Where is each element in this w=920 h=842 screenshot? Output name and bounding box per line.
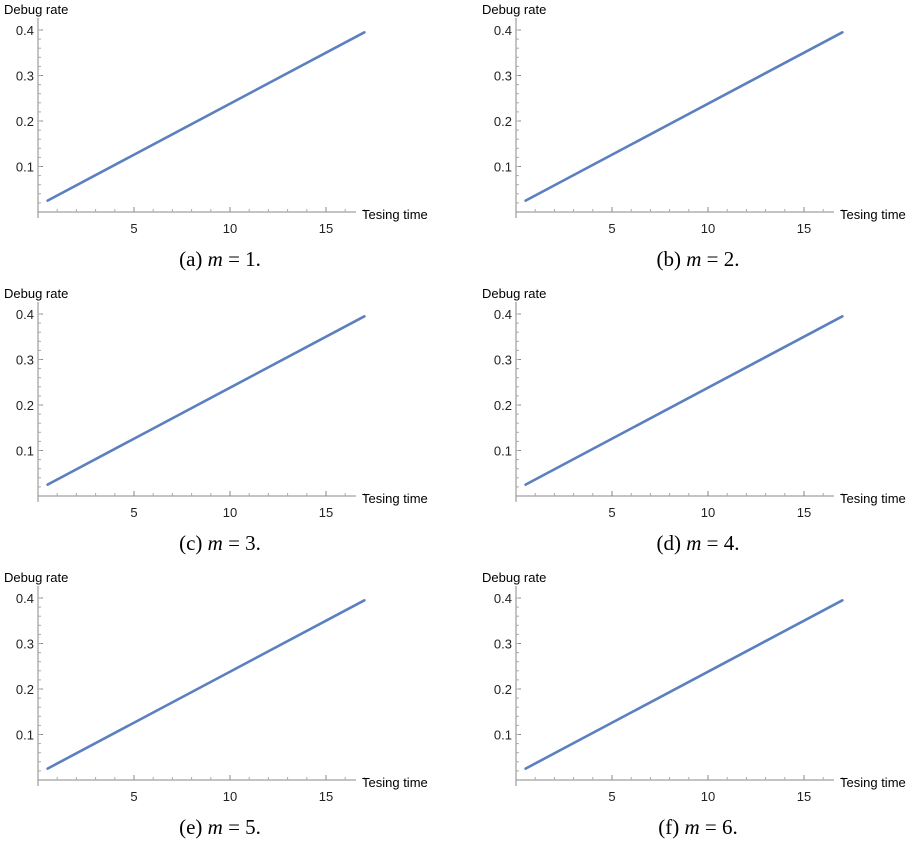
caption-equation: = 4. — [701, 531, 739, 555]
x-tick-label: 10 — [701, 505, 715, 520]
y-tick-label: 0.4 — [16, 23, 34, 38]
x-tick-label: 10 — [223, 789, 237, 804]
y-tick-label: 0.2 — [16, 398, 34, 413]
x-axis-label: Tesing time — [840, 207, 906, 222]
y-tick-label: 0.2 — [494, 398, 512, 413]
caption-equation: = 5. — [223, 815, 261, 839]
x-axis-label: Tesing time — [840, 491, 906, 506]
chart-panel: 0.1 0.2 0.3 0.4 5 10 15 Debug rate Tesing time (f… — [482, 570, 906, 839]
y-axis-label: Debug rate — [4, 570, 68, 585]
panel-caption: (f) m = 6. — [658, 815, 738, 839]
x-tick-label: 5 — [130, 221, 137, 236]
y-tick-label: 0.2 — [494, 114, 512, 129]
panel-caption: (a) m = 1. — [179, 247, 261, 271]
y-tick-label: 0.3 — [494, 69, 512, 84]
y-axis-label: Debug rate — [482, 286, 546, 301]
data-series-line — [524, 30, 844, 202]
chart-panel: 0.1 0.2 0.3 0.4 5 10 15 Debug rate Tesing time (d… — [482, 286, 906, 555]
y-tick-label: 0.1 — [16, 728, 34, 743]
y-tick-label: 0.1 — [494, 160, 512, 175]
x-tick-label: 10 — [701, 789, 715, 804]
caption-variable: m — [208, 815, 223, 839]
x-tick-label: 5 — [608, 221, 615, 236]
data-series-line — [524, 598, 844, 770]
x-tick-label: 10 — [701, 221, 715, 236]
y-axis-label: Debug rate — [482, 2, 546, 17]
x-tick-label: 10 — [223, 505, 237, 520]
caption-variable: m — [686, 247, 701, 271]
y-tick-label: 0.1 — [16, 444, 34, 459]
caption-variable: m — [686, 531, 701, 555]
y-tick-label: 0.4 — [16, 591, 34, 606]
y-tick-label: 0.1 — [16, 160, 34, 175]
panel-caption: (d) m = 4. — [656, 531, 739, 555]
y-tick-label: 0.4 — [494, 591, 512, 606]
x-tick-label: 15 — [797, 221, 811, 236]
y-tick-label: 0.4 — [494, 307, 512, 322]
data-series-line — [46, 314, 366, 486]
caption-tag: (c) — [179, 531, 208, 555]
caption-tag: (b) — [656, 247, 686, 271]
y-tick-label: 0.3 — [16, 353, 34, 368]
y-tick-label: 0.1 — [494, 728, 512, 743]
y-tick-label: 0.3 — [16, 69, 34, 84]
panel-caption: (b) m = 2. — [656, 247, 739, 271]
caption-variable: m — [208, 531, 223, 555]
caption-variable: m — [208, 247, 223, 271]
caption-tag: (a) — [179, 247, 208, 271]
x-axis-label: Tesing time — [362, 491, 428, 506]
chart-panel: 0.1 0.2 0.3 0.4 5 10 15 Debug rate Tesing time (a… — [4, 2, 428, 271]
y-tick-label: 0.2 — [16, 114, 34, 129]
caption-tag: (d) — [656, 531, 686, 555]
chart-panel: 0.1 0.2 0.3 0.4 5 10 15 Debug rate Tesing time (b… — [482, 2, 906, 271]
y-tick-label: 0.3 — [494, 637, 512, 652]
x-axis-label: Tesing time — [362, 775, 428, 790]
x-tick-label: 5 — [608, 789, 615, 804]
x-axis-label: Tesing time — [840, 775, 906, 790]
x-tick-label: 5 — [130, 505, 137, 520]
x-tick-label: 15 — [319, 505, 333, 520]
caption-equation: = 3. — [223, 531, 261, 555]
data-series-line — [524, 314, 844, 486]
y-tick-label: 0.2 — [494, 682, 512, 697]
panel-caption: (c) m = 3. — [179, 531, 261, 555]
y-axis-label: Debug rate — [482, 570, 546, 585]
caption-equation: = 2. — [701, 247, 739, 271]
x-axis-label: Tesing time — [362, 207, 428, 222]
y-axis-label: Debug rate — [4, 2, 68, 17]
x-tick-label: 15 — [319, 789, 333, 804]
y-tick-label: 0.2 — [16, 682, 34, 697]
x-tick-label: 15 — [797, 789, 811, 804]
x-tick-label: 10 — [223, 221, 237, 236]
x-tick-label: 5 — [608, 505, 615, 520]
x-tick-label: 5 — [130, 789, 137, 804]
y-tick-label: 0.1 — [494, 444, 512, 459]
chart-panel: 0.1 0.2 0.3 0.4 5 10 15 Debug rate Tesing time (c… — [4, 286, 428, 555]
x-tick-label: 15 — [319, 221, 333, 236]
panel-caption: (e) m = 5. — [179, 815, 261, 839]
caption-tag: (e) — [179, 815, 208, 839]
x-tick-label: 15 — [797, 505, 811, 520]
caption-tag: (f) — [658, 815, 684, 839]
y-axis-label: Debug rate — [4, 286, 68, 301]
y-tick-label: 0.3 — [16, 637, 34, 652]
y-tick-label: 0.4 — [16, 307, 34, 322]
caption-equation: = 1. — [223, 247, 261, 271]
caption-variable: m — [684, 815, 699, 839]
caption-equation: = 6. — [700, 815, 738, 839]
data-series-line — [46, 598, 366, 770]
y-tick-label: 0.4 — [494, 23, 512, 38]
y-tick-label: 0.3 — [494, 353, 512, 368]
chart-panel: 0.1 0.2 0.3 0.4 5 10 15 Debug rate Tesing time (e… — [4, 570, 428, 839]
data-series-line — [46, 30, 366, 202]
